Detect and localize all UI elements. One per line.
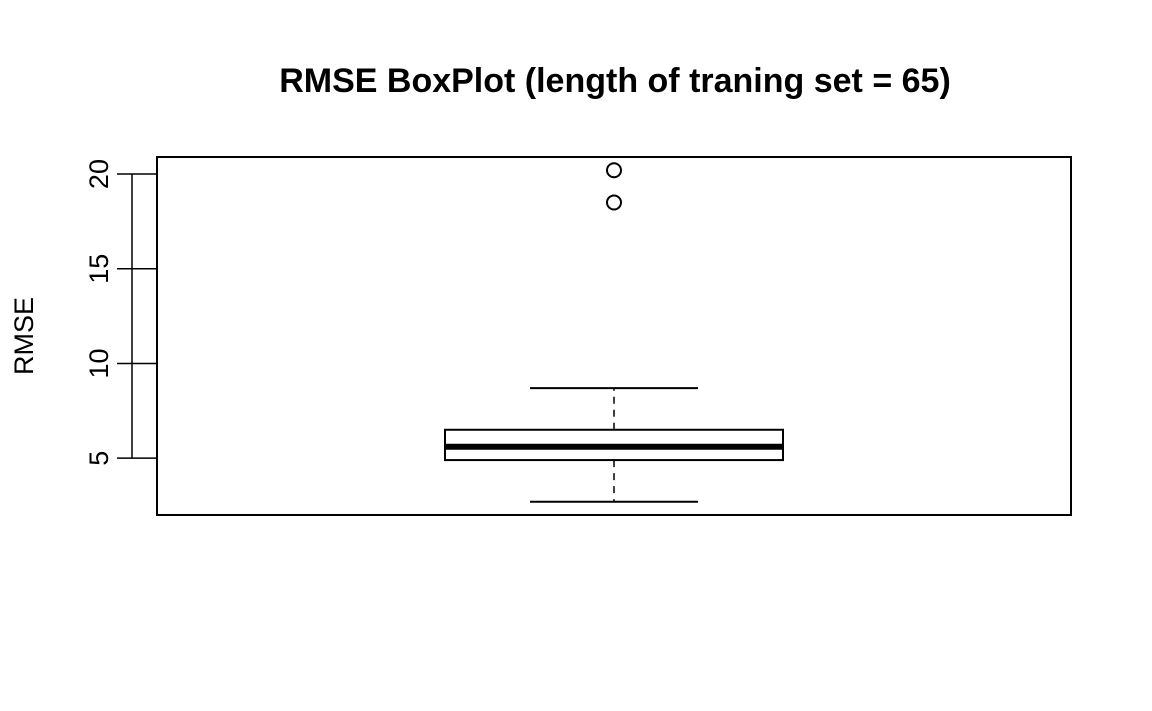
outlier-point [606, 194, 622, 211]
y-axis: 5 10 15 20 [84, 159, 157, 466]
outlier-point [606, 162, 622, 179]
y-tick-label: 5 [84, 451, 114, 466]
box-group [444, 162, 784, 503]
y-tick-label: 15 [84, 254, 114, 284]
plot-frame [156, 156, 1072, 516]
y-tick-label: 10 [84, 348, 114, 378]
y-tick-label: 20 [84, 159, 114, 189]
y-axis-label: RMSE [9, 297, 39, 375]
chart-title: RMSE BoxPlot (length of traning set = 65… [279, 62, 951, 100]
